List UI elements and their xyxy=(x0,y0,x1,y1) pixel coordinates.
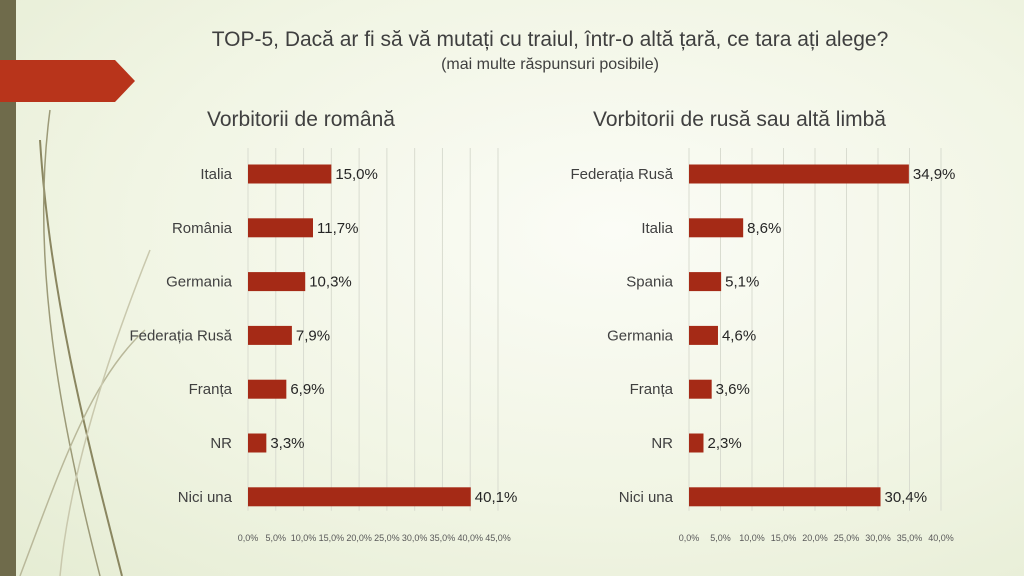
bar xyxy=(689,164,909,184)
data-label: 3,6% xyxy=(716,381,750,398)
x-tick-label: 10,0% xyxy=(739,533,765,543)
data-label: 10,3% xyxy=(309,274,352,291)
chart-title-romanian: Vorbitorii de română xyxy=(207,108,395,131)
data-label: 15,0% xyxy=(335,166,378,183)
x-tick-label: 15,0% xyxy=(771,533,797,543)
x-tick-label: 25,0% xyxy=(374,533,400,543)
bar xyxy=(248,164,332,184)
left-accent-bar xyxy=(0,0,16,576)
bar xyxy=(689,379,712,399)
slide-title: TOP-5, Dacă ar fi să vă mutați cu traiul… xyxy=(211,28,889,51)
data-label: 40,1% xyxy=(475,489,518,506)
data-label: 30,4% xyxy=(885,489,928,506)
category-label: Germania xyxy=(166,274,233,291)
bar xyxy=(248,325,292,345)
category-label: Italia xyxy=(641,220,673,237)
bar-chart-russian: 0,0% 5,0% 10,0% 15,0% 20,0% 25,0% 30,0% 35,0% 40… xyxy=(570,148,956,543)
data-label: 5,1% xyxy=(725,274,759,291)
x-tick-label: 45,0% xyxy=(485,533,511,543)
category-label: Nici una xyxy=(619,489,674,506)
swirl-line xyxy=(39,139,123,576)
data-label: 6,9% xyxy=(290,381,324,398)
category-label: România xyxy=(172,220,233,237)
x-tick-label: 20,0% xyxy=(346,533,372,543)
data-label: 4,6% xyxy=(722,327,756,344)
bar xyxy=(689,325,718,345)
x-tick-label: 5,0% xyxy=(266,533,287,543)
x-tick-label: 40,0% xyxy=(457,533,483,543)
category-label: Federația Rusă xyxy=(570,166,673,183)
category-label: Franța xyxy=(630,381,674,398)
data-label: 11,7% xyxy=(317,220,358,237)
swirl-line xyxy=(59,249,151,576)
data-label: 7,9% xyxy=(296,327,330,344)
data-label: 8,6% xyxy=(747,220,781,237)
x-tick-label: 40,0% xyxy=(928,533,954,543)
x-tick-label: 30,0% xyxy=(402,533,428,543)
bar xyxy=(689,433,704,453)
swirl-line xyxy=(42,109,101,576)
category-label: Nici una xyxy=(178,489,233,506)
x-tick-label: 0,0% xyxy=(679,533,700,543)
slide-subtitle: (mai multe răspunsuri posibile) xyxy=(441,56,659,73)
x-tick-label: 30,0% xyxy=(865,533,891,543)
bar xyxy=(689,272,722,292)
x-tick-label: 25,0% xyxy=(834,533,860,543)
category-label: Franța xyxy=(189,381,233,398)
x-tick-label: 20,0% xyxy=(802,533,828,543)
x-tick-label: 35,0% xyxy=(430,533,456,543)
x-tick-label: 5,0% xyxy=(710,533,731,543)
category-label: Spania xyxy=(626,274,673,291)
bar xyxy=(248,433,267,453)
decorative-arrow-and-swirls xyxy=(0,60,151,576)
bar xyxy=(248,272,306,292)
bar-chart-romanian: 0,0% 5,0% 10,0% 15,0% 20,0% 25,0% 30,0% 35,0% 40… xyxy=(129,148,518,543)
category-label: Federația Rusă xyxy=(129,327,232,344)
data-label: 2,3% xyxy=(707,435,741,452)
x-tick-label: 0,0% xyxy=(238,533,259,543)
category-label: NR xyxy=(651,435,673,452)
category-label: Italia xyxy=(200,166,232,183)
category-label: Germania xyxy=(607,327,674,344)
bar xyxy=(248,379,287,399)
x-tick-label: 15,0% xyxy=(319,533,345,543)
data-label: 34,9% xyxy=(913,166,956,183)
arrow-shape xyxy=(0,60,135,102)
bar xyxy=(248,218,313,238)
x-tick-label: 10,0% xyxy=(291,533,317,543)
chart-title-russian: Vorbitorii de rusă sau altă limbă xyxy=(593,108,886,131)
bar xyxy=(248,487,471,507)
bar xyxy=(689,487,881,507)
swirl-line xyxy=(19,329,146,576)
x-tick-label: 35,0% xyxy=(897,533,923,543)
data-label: 3,3% xyxy=(270,435,304,452)
bar xyxy=(689,218,744,238)
category-label: NR xyxy=(210,435,232,452)
